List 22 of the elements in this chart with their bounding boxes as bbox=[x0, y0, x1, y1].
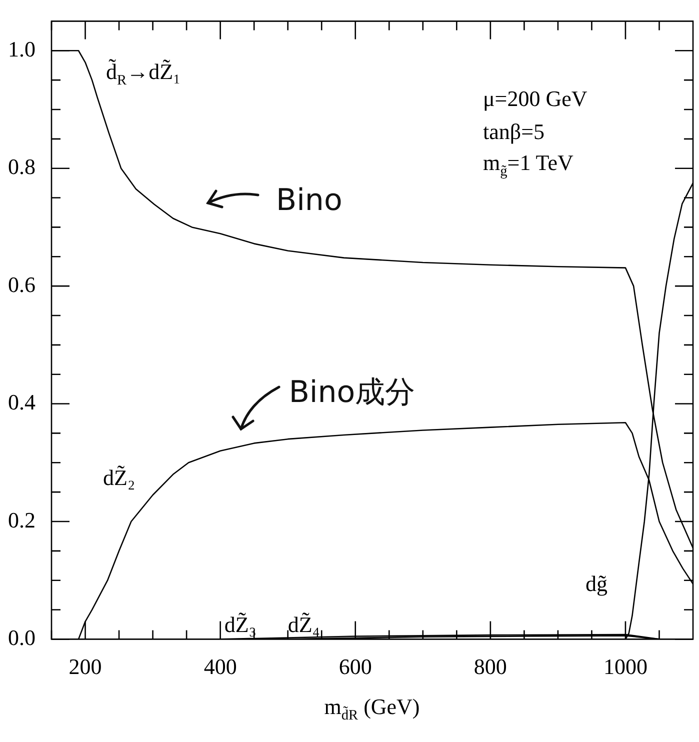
y-tick-label: 0.8 bbox=[8, 154, 36, 180]
x-axis-title: m$_{d̃R}$ (GeV) bbox=[324, 694, 420, 724]
series-label: dg̃ bbox=[585, 571, 608, 596]
annotation: m$_{g̃}$=1 TeV bbox=[483, 150, 574, 180]
x-tick-label: 1000 bbox=[603, 654, 648, 680]
series-label: d̃$_{R}$→dZ̃₁ bbox=[106, 58, 181, 89]
annotation: tanβ=5 bbox=[483, 119, 544, 144]
legend-label: dZ̃₃ bbox=[224, 612, 256, 638]
y-tick-label: 0.2 bbox=[8, 507, 36, 532]
annotation: μ=200 GeV bbox=[483, 86, 588, 112]
y-tick-label: 0.0 bbox=[8, 624, 36, 650]
y-tick-label: 0.4 bbox=[8, 390, 36, 415]
annotation: Bino成分 bbox=[288, 374, 416, 412]
y-tick-label: 0.6 bbox=[8, 272, 36, 297]
x-tick-label: 200 bbox=[68, 654, 102, 680]
series-label: dZ̃₂ bbox=[103, 465, 136, 491]
x-tick-label: 400 bbox=[204, 654, 237, 680]
series-label: dZ̃₄ bbox=[288, 612, 320, 638]
y-tick-label: 1.0 bbox=[8, 36, 36, 62]
x-tick-label: 600 bbox=[338, 654, 372, 680]
x-tick-label: 800 bbox=[474, 654, 507, 680]
annotation: Bino bbox=[276, 182, 342, 218]
